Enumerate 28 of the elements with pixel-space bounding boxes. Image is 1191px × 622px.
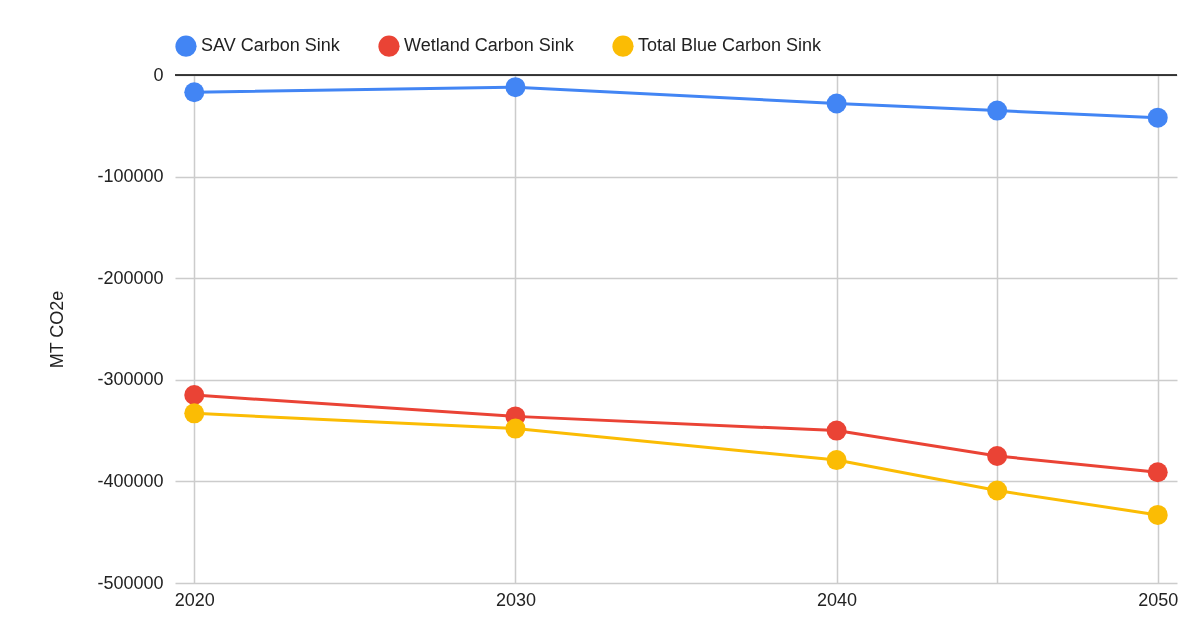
point bbox=[505, 77, 526, 98]
y-axis-title: MT CO2e bbox=[47, 290, 68, 369]
x-tick-label: 2050 bbox=[1138, 589, 1179, 610]
point bbox=[184, 403, 205, 424]
point bbox=[505, 418, 526, 439]
point bbox=[184, 385, 205, 406]
x-tick-label: 2020 bbox=[174, 589, 215, 610]
point bbox=[1147, 107, 1168, 128]
x-tick-label: 2030 bbox=[495, 589, 536, 610]
point bbox=[987, 480, 1008, 501]
point bbox=[826, 420, 847, 441]
y-tick-label: -200000 bbox=[97, 267, 164, 288]
y-tick-label: -300000 bbox=[97, 369, 164, 390]
y-tick-label: 0 bbox=[153, 64, 164, 85]
point bbox=[826, 93, 847, 114]
y-tick-label: -400000 bbox=[97, 470, 164, 491]
point bbox=[184, 82, 205, 103]
legend-label: Wetland Carbon Sink bbox=[404, 35, 575, 56]
point bbox=[987, 100, 1008, 121]
legend-label: Total Blue Carbon Sink bbox=[638, 35, 823, 56]
point bbox=[987, 446, 1008, 466]
y-tick-label: -500000 bbox=[97, 572, 164, 593]
point bbox=[1147, 504, 1168, 525]
point bbox=[1147, 462, 1168, 483]
x-tick-label: 2040 bbox=[817, 589, 858, 610]
y-tick-label: -100000 bbox=[97, 166, 164, 187]
legend-label: SAV Carbon Sink bbox=[201, 35, 341, 56]
point bbox=[826, 450, 847, 471]
